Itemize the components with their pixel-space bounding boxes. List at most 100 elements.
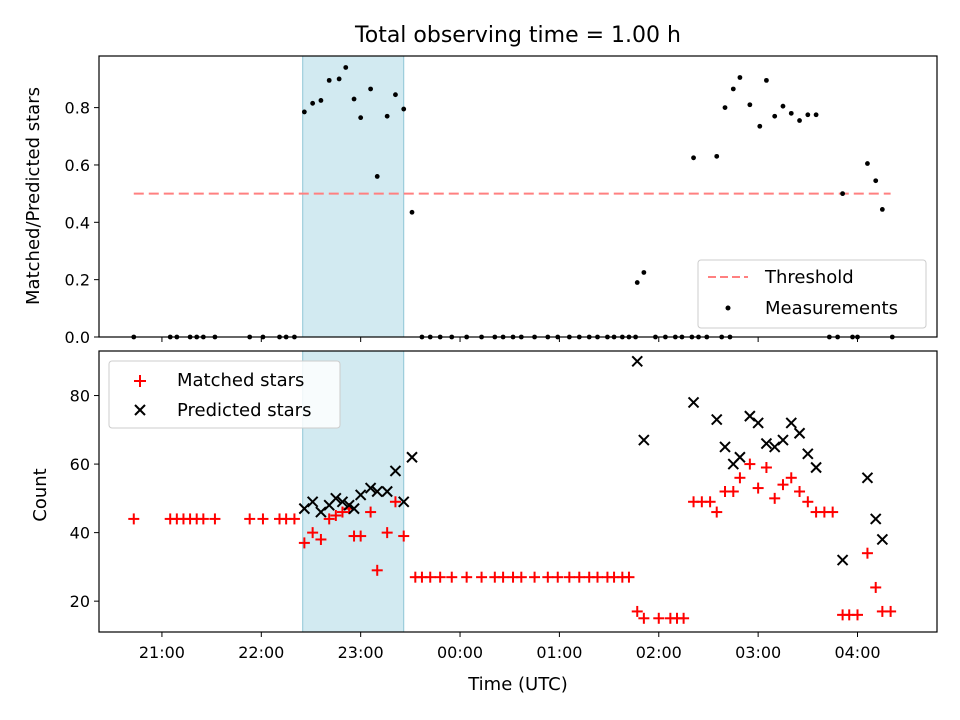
- matched-star-point: [288, 513, 300, 525]
- measurement-point: [873, 178, 879, 184]
- matched-star-point: [591, 571, 603, 583]
- matched-star-point: [389, 496, 401, 508]
- matched-star-point: [785, 472, 797, 484]
- matched-star-point: [573, 571, 585, 583]
- matched-star-point: [827, 506, 839, 518]
- measurement-point: [840, 191, 846, 197]
- measurements-legend-label: Measurements: [765, 298, 898, 319]
- matched-star-point: [542, 571, 554, 583]
- x-tick-label: 03:00: [735, 643, 781, 662]
- measurement-point: [780, 103, 786, 109]
- matched-star-point: [638, 612, 650, 624]
- matched-star-point: [711, 506, 723, 518]
- x-tick-label: 01:00: [536, 643, 582, 662]
- predicted-star-point: [785, 417, 797, 429]
- matched-star-point: [885, 605, 897, 617]
- measurement-point: [641, 270, 647, 275]
- x-tick-label: 02:00: [636, 643, 682, 662]
- measurement-point: [393, 92, 398, 98]
- predicted-star-point: [354, 489, 367, 501]
- predicted-star-point: [752, 417, 764, 429]
- y-tick-label: 40: [70, 524, 90, 543]
- matched-star-point: [398, 530, 410, 542]
- matched-star-point: [744, 458, 756, 470]
- measurement-point: [722, 105, 728, 111]
- predicted-star-point: [406, 451, 418, 463]
- matched-star-point: [631, 605, 643, 617]
- matched-star-point: [424, 571, 436, 583]
- x-tick-label: 22:00: [238, 643, 284, 662]
- measurement-point: [788, 110, 794, 116]
- predicted-star-point: [371, 485, 383, 498]
- x-tick-label: 00:00: [437, 643, 483, 662]
- predicted-star-point: [348, 502, 360, 515]
- bottom-legend-box: [108, 360, 341, 429]
- measurement-point: [374, 174, 380, 179]
- matched-star-point: [861, 547, 873, 559]
- measurement-point: [310, 100, 316, 106]
- matched-star-point: [336, 506, 348, 518]
- matched-star-point: [515, 571, 527, 583]
- matched-legend-swatch: [134, 375, 146, 387]
- matched-star-point: [777, 479, 789, 491]
- predicted-star-point: [768, 441, 781, 453]
- matched-star-point: [128, 513, 140, 525]
- matched-star-point: [461, 571, 473, 583]
- x-tick-label: 21:00: [139, 643, 185, 662]
- matched-star-point: [209, 513, 221, 525]
- predicted-star-point: [744, 410, 756, 422]
- matched-legend-label: Matched stars: [177, 370, 304, 391]
- predicted-star-point: [876, 533, 889, 546]
- matched-star-point: [752, 482, 764, 494]
- measurement-point: [634, 280, 640, 285]
- predicted-star-point: [777, 434, 789, 446]
- measurement-point: [813, 112, 819, 118]
- matched-star-point: [381, 527, 393, 539]
- measurement-point: [401, 106, 407, 112]
- measurement-point: [343, 65, 349, 70]
- predicted-star-point: [398, 496, 410, 508]
- predicted-star-point: [810, 461, 822, 474]
- y-tick-label: 80: [70, 387, 90, 406]
- matched-star-point: [794, 486, 806, 497]
- predicted-legend-label: Predicted stars: [177, 400, 311, 421]
- matched-star-point: [852, 609, 864, 621]
- matched-star-point: [497, 571, 509, 583]
- predicted-star-point: [306, 496, 319, 508]
- measurement-point: [691, 155, 696, 161]
- matched-star-point: [323, 513, 335, 525]
- predicted-star-point: [389, 465, 402, 477]
- matched-star-point: [355, 530, 367, 542]
- matched-star-point: [434, 571, 446, 583]
- matched-star-point: [678, 612, 690, 624]
- predicted-star-point: [298, 502, 311, 515]
- measurement-point: [772, 113, 778, 119]
- bottom-axes-frame: [98, 350, 938, 633]
- predicted-star-point: [734, 451, 746, 463]
- top-legend-box: [697, 259, 927, 329]
- matched-star-point: [330, 509, 342, 521]
- matched-star-point: [769, 492, 781, 504]
- y-tick-label: 60: [70, 455, 90, 474]
- measurement-point: [714, 153, 720, 159]
- x-tick-label: 04:00: [834, 643, 880, 662]
- top-panel: 0.00.20.40.60.8 Matched/Predicted stars …: [23, 55, 938, 347]
- predicted-legend-swatch: [134, 404, 146, 416]
- measurement-point: [409, 209, 415, 215]
- bottom-legend: Matched stars Predicted stars: [108, 360, 341, 429]
- y-tick-label: 20: [70, 592, 90, 611]
- matched-star-point: [476, 571, 488, 583]
- matched-star-point: [734, 472, 746, 484]
- matched-star-point: [298, 537, 310, 549]
- predicted-star-point: [861, 472, 874, 484]
- measurement-point: [384, 113, 390, 119]
- predicted-star-point: [687, 396, 700, 409]
- measurement-point: [368, 86, 374, 92]
- predicted-star-point: [793, 427, 806, 439]
- predicted-star-point: [870, 513, 882, 525]
- matched-star-point: [802, 496, 814, 508]
- y-tick-label: 0.8: [65, 99, 90, 118]
- measurement-point: [730, 86, 736, 92]
- matched-star-point: [870, 581, 882, 593]
